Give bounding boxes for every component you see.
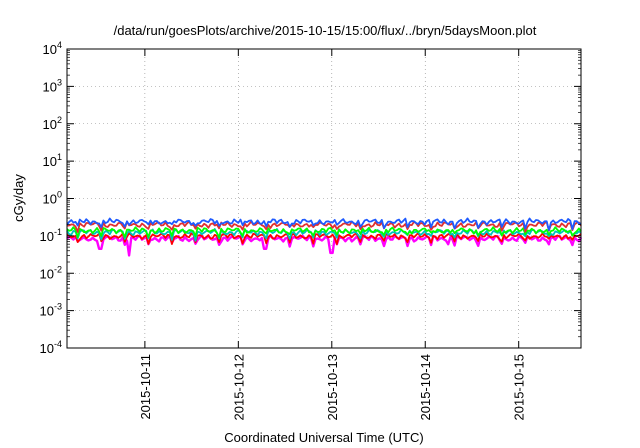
series-line — [66, 217, 582, 232]
y-axis-label: cGy/day — [11, 174, 26, 222]
y-tick-label: 102 — [43, 115, 62, 132]
grid — [67, 49, 581, 348]
x-tick-label: 2015-10-14 — [418, 354, 433, 421]
y-tick-label: 101 — [43, 152, 62, 169]
series-line — [66, 232, 582, 246]
y-tick-label: 104 — [43, 40, 62, 57]
series-group — [66, 217, 583, 257]
x-axis-label: Coordinated Universal Time (UTC) — [224, 430, 423, 445]
x-tick-label: 2015-10-12 — [231, 354, 246, 421]
series-line — [66, 234, 583, 257]
y-tick-label: 10-4 — [40, 339, 62, 356]
y-axis: 104 103 102 101 100 10-1 10-2 10-3 10-4 — [40, 40, 581, 356]
y-tick-label: 10-2 — [40, 264, 62, 281]
x-tick-label: 2015-10-15 — [512, 354, 527, 421]
series-line — [66, 228, 582, 242]
series-line — [66, 226, 582, 239]
y-tick-label: 100 — [43, 190, 62, 207]
x-tick-label: 2015-10-13 — [325, 354, 340, 421]
x-axis: 2015-10-11 2015-10-12 2015-10-13 2015-10-14… — [138, 49, 527, 421]
y-tick-label: 10-3 — [40, 302, 62, 319]
x-tick-label: 2015-10-11 — [138, 354, 153, 420]
chart-title: /data/run/goesPlots/archive/2015-10-15/1… — [114, 23, 537, 38]
y-tick-label: 103 — [43, 77, 62, 94]
y-tick-label: 10-1 — [40, 227, 62, 244]
